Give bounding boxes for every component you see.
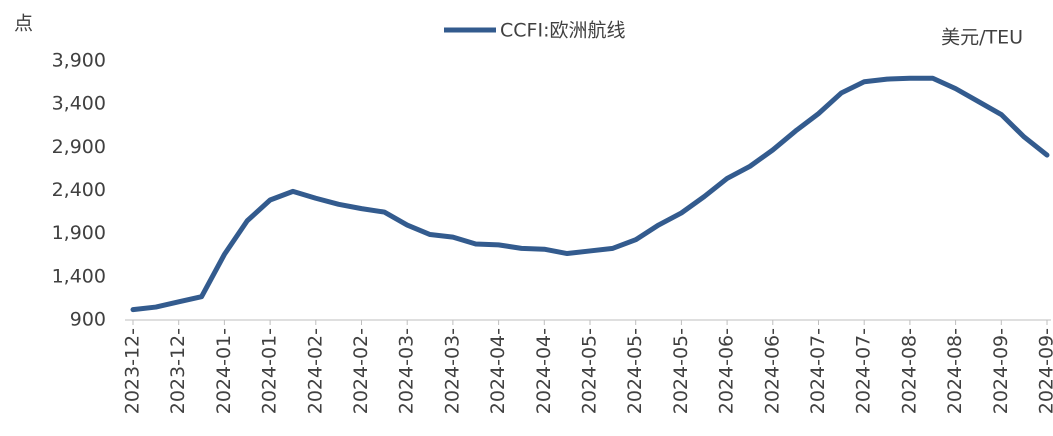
y-tick-label: 1,400: [52, 265, 106, 287]
x-tick-label: 2024-08-: [944, 328, 966, 414]
x-tick-label: 2024-03-: [396, 328, 418, 414]
y-unit-right: 美元/TEU: [941, 27, 1023, 49]
x-tick-label: 2024-02-: [350, 328, 372, 414]
y-tick-label: 3,900: [52, 50, 106, 72]
y-tick-label: 2,900: [52, 136, 106, 158]
x-tick-label: 2024-05-: [670, 328, 692, 414]
y-unit-left: 点: [14, 13, 33, 35]
x-tick-label: 2024-02-: [304, 328, 326, 414]
x-tick-label: 2024-05-: [579, 328, 601, 414]
x-tick-label: 2024-09-: [990, 328, 1012, 414]
y-tick-label: 3,400: [52, 93, 106, 115]
x-tick-label: 2024-06-: [716, 328, 738, 414]
x-tick-label: 2024-05-: [624, 328, 646, 414]
x-tick-label: 2024-07-: [807, 328, 829, 414]
x-tick-label: 2024-08-: [898, 328, 920, 414]
y-tick-label: 900: [70, 309, 106, 331]
x-tick-label: 2024-01-: [213, 328, 235, 414]
x-tick-label: 2024-06-: [761, 328, 783, 414]
x-tick-label: 2023-12-: [122, 328, 144, 414]
y-tick-label: 1,900: [52, 222, 106, 244]
x-tick-label: 2024-04-: [487, 328, 509, 414]
x-tick-label: 2024-09-: [1036, 328, 1053, 414]
x-tick-label: 2024-07-: [853, 328, 875, 414]
x-tick-label: 2024-03-: [441, 328, 463, 414]
x-tick-label: 2023-12-: [167, 328, 189, 414]
x-tick-label: 2024-04-: [533, 328, 555, 414]
legend-label: CCFI:欧洲航线: [500, 20, 625, 42]
y-tick-label: 2,400: [52, 179, 106, 201]
line-series: [130, 75, 1050, 313]
x-tick-label: 2024-01-: [259, 328, 281, 414]
